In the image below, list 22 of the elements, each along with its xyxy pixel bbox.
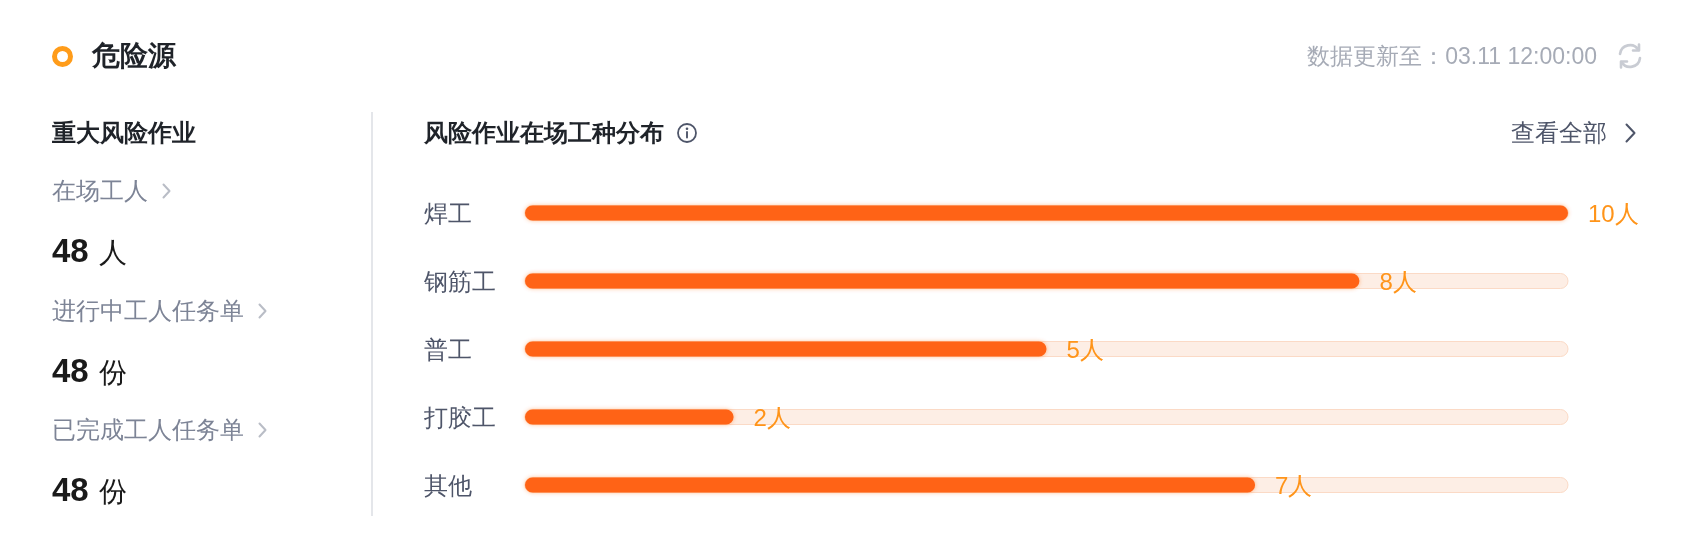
y-tick-label: 焊工 (424, 199, 472, 227)
text: 48 份 (52, 352, 127, 389)
text: 48 份 (52, 471, 127, 508)
data-label: 5人 (1066, 335, 1104, 363)
data-label: 10人 (1588, 199, 1639, 227)
text: 重大风险作业 (52, 119, 196, 146)
bar (525, 409, 734, 425)
text: 48 人 (52, 232, 127, 269)
y-tick-label: 普工 (424, 335, 472, 363)
text: 已完成工人任务单 (52, 416, 244, 443)
text: 查看全部 (1511, 119, 1607, 146)
text: 危险源 (92, 40, 176, 71)
text: 数据更新至：03.11 12:00:00 (1307, 43, 1597, 69)
data-label: 2人 (753, 403, 791, 431)
y-tick-label: 钢筋工 (423, 267, 496, 295)
y-tick-label: 打胶工 (423, 403, 496, 431)
data-label: 7人 (1275, 471, 1313, 499)
text: 进行中工人任务单 (52, 297, 244, 324)
text: 在场工人 (52, 177, 148, 204)
data-label: 8人 (1379, 267, 1417, 295)
y-tick-label: 其他 (424, 471, 472, 499)
chart-title: 风险作业在场工种分布 (424, 119, 664, 146)
